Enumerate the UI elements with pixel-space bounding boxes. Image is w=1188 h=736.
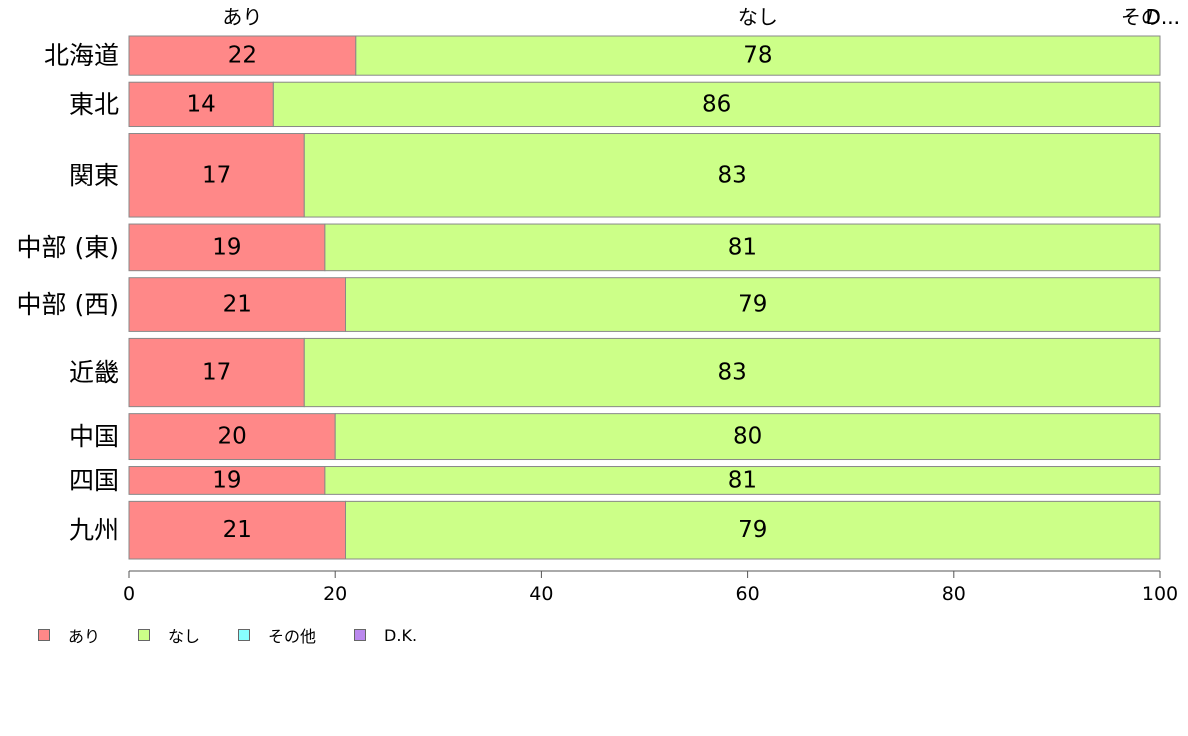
- category-label-5: 近畿: [69, 358, 119, 387]
- x-tick-label-2: 40: [529, 583, 553, 605]
- legend-swatch-sonota: [238, 629, 251, 641]
- bar-segment-1-6: [334, 413, 1161, 461]
- category-label-3: 中部 (東): [17, 233, 119, 262]
- top-series-label-3: D...: [1146, 5, 1180, 29]
- bar-segment-1-7: [324, 466, 1161, 495]
- legend-item-nashi: なし: [138, 623, 200, 647]
- legend-item-sonota: その他: [238, 623, 316, 647]
- top-series-label-0: あり: [222, 5, 262, 29]
- legend-label-dk: D.K.: [384, 625, 418, 645]
- legend-label-sonota: その他: [268, 627, 317, 646]
- x-tick-label-0: 0: [123, 583, 135, 605]
- legend: あり なし その他 D.K.: [38, 624, 455, 646]
- value-label-1-8: 79: [738, 517, 767, 543]
- value-label-0-1: 14: [187, 91, 216, 117]
- category-label-2: 関東: [69, 161, 119, 190]
- value-label-0-7: 19: [212, 467, 241, 493]
- top-series-label-1: なし: [738, 5, 778, 29]
- x-tick-label-3: 60: [736, 583, 760, 605]
- value-label-1-6: 80: [733, 424, 762, 450]
- legend-label-nashi: なし: [168, 627, 201, 646]
- legend-item-ari: あり: [38, 623, 100, 647]
- legend-item-dk: D.K.: [354, 626, 417, 645]
- legend-label-ari: あり: [68, 627, 101, 646]
- bar-segment-0-1: [128, 81, 274, 128]
- category-label-1: 東北: [69, 90, 119, 119]
- value-label-1-1: 86: [702, 91, 731, 117]
- category-label-8: 九州: [69, 516, 119, 545]
- value-label-0-8: 21: [223, 517, 252, 543]
- legend-swatch-dk: [354, 629, 367, 641]
- category-label-7: 四国: [69, 466, 119, 495]
- value-label-1-2: 83: [717, 162, 746, 188]
- bar-segment-0-3: [128, 223, 326, 272]
- bar-segment-1-0: [355, 35, 1161, 76]
- bar-segment-1-1: [272, 81, 1161, 128]
- value-label-0-5: 17: [202, 360, 231, 386]
- bar-segment-1-5: [303, 337, 1161, 408]
- value-label-1-3: 81: [728, 234, 757, 260]
- x-tick-label-4: 80: [942, 583, 966, 605]
- bar-segment-0-4: [128, 277, 347, 332]
- value-label-0-6: 20: [217, 424, 246, 450]
- value-label-0-0: 22: [228, 43, 257, 69]
- value-label-1-7: 81: [728, 467, 757, 493]
- value-label-1-4: 79: [738, 292, 767, 318]
- legend-swatch-nashi: [138, 629, 151, 641]
- legend-swatch-ari: [38, 629, 50, 641]
- bar-segment-1-2: [303, 133, 1161, 218]
- value-label-1-0: 78: [743, 43, 772, 69]
- bar-segment-0-0: [128, 35, 357, 76]
- x-tick-label-1: 20: [323, 583, 347, 605]
- top-series-label-2: その...: [1121, 5, 1180, 29]
- category-label-6: 中国: [69, 422, 119, 451]
- bar-segment-0-7: [128, 466, 326, 495]
- category-label-0: 北海道: [44, 41, 119, 70]
- value-label-1-5: 83: [717, 360, 746, 386]
- value-label-0-3: 19: [212, 234, 241, 260]
- value-label-0-2: 17: [202, 162, 231, 188]
- bar-segment-0-8: [128, 500, 347, 560]
- value-label-0-4: 21: [223, 292, 252, 318]
- bar-segment-1-3: [324, 223, 1161, 272]
- category-label-4: 中部 (西): [17, 290, 119, 319]
- bar-segment-1-4: [345, 277, 1161, 332]
- x-tick-label-5: 100: [1142, 583, 1178, 605]
- bar-segment-1-8: [345, 500, 1161, 560]
